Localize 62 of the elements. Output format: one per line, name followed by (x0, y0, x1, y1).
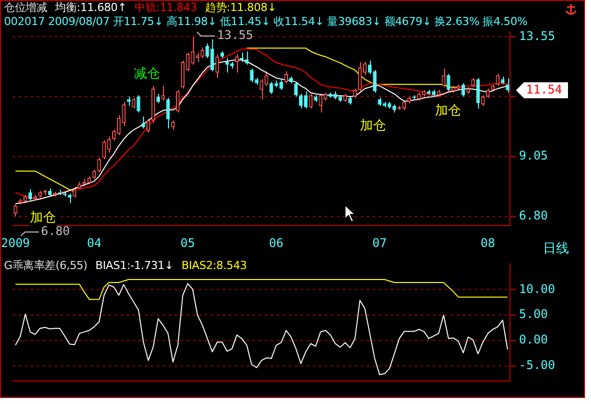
candlestick (294, 81, 298, 98)
candlestick (481, 94, 485, 106)
candlestick (446, 73, 450, 92)
candlestick (14, 204, 18, 217)
y-tick-label: 9.05 (519, 148, 548, 163)
candlestick (471, 77, 475, 88)
annotation: 加仓 (30, 210, 56, 226)
y-tick-label: 5.00 (519, 307, 548, 322)
candlestick (72, 186, 76, 198)
x-tick-label: 2009 (1, 236, 30, 250)
candlestick (107, 136, 111, 153)
candlestick (97, 157, 101, 173)
series-label: BIAS1:-1.731↓ (95, 259, 174, 272)
candlestick (126, 96, 130, 106)
candlestick (102, 140, 106, 160)
y-tick-label: -5.00 (519, 358, 556, 372)
candlestick (264, 70, 268, 86)
candlestick (210, 38, 214, 72)
candlestick (200, 46, 204, 59)
annotation: 13.55 (217, 28, 254, 42)
y-tick-label: 10.00 (519, 282, 556, 296)
x-tick-label: 05 (180, 236, 195, 250)
y-tick-label: 0.00 (519, 332, 548, 347)
candlestick (353, 88, 357, 98)
annotation: 减仓 (134, 66, 160, 82)
candlestick (284, 70, 288, 84)
y-tick-label: 6.80 (519, 208, 548, 222)
candlestick (166, 97, 170, 129)
series-label: BIAS2:8.543 (182, 259, 247, 272)
candlestick (308, 93, 313, 110)
candlestick (171, 120, 175, 130)
candlestick (196, 52, 200, 62)
candlestick (260, 78, 264, 100)
x-tick-label: 08 (480, 236, 496, 250)
y-tick-label: 13.55 (519, 28, 556, 43)
candlestick (442, 68, 446, 88)
candlestick (68, 193, 72, 204)
candlestick (132, 97, 136, 110)
annotation: 加仓 (360, 118, 386, 134)
candlestick (225, 58, 229, 74)
candlestick (506, 78, 510, 94)
text: 日线 (543, 241, 569, 256)
x-tick-label: 04 (86, 236, 102, 250)
annotation: 加仓 (435, 103, 461, 118)
x-tick-label: 07 (372, 236, 387, 250)
chart-title: 仓位增减 (4, 1, 48, 14)
candlestick (161, 85, 165, 102)
annotation: 6.80 (41, 224, 70, 238)
text: 11.54 (526, 82, 562, 96)
candlestick (476, 77, 480, 110)
text: 趋势:11.808↓ (205, 1, 276, 14)
x-tick-label: 06 (269, 236, 284, 250)
candlestick (156, 93, 160, 104)
candlestick (235, 54, 239, 74)
candlestick (244, 50, 249, 66)
candlestick (142, 116, 146, 129)
text: 均衡:11.680↑ (55, 1, 127, 14)
text: 中轨:11.843 (134, 1, 198, 14)
candlestick (304, 90, 308, 110)
chart-title: G乖离率差(6,55) (4, 259, 88, 272)
chart-subtitle: 002017 2009/08/07 开11.75↓ 高11.98↓ 低11.45↓ 收11.54↓ 量39683↓ 额4679↓ 换2.63% 振4.50% (4, 15, 528, 29)
candlestick (136, 94, 140, 114)
